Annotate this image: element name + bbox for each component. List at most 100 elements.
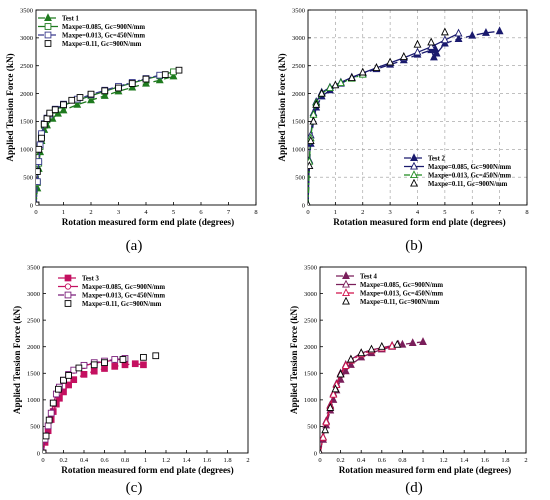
data-point xyxy=(336,78,345,87)
data-point xyxy=(111,363,119,370)
data-point xyxy=(320,448,323,453)
legend-label: Maxpe=0.11, Gc=900N/mm xyxy=(82,301,162,308)
y-tick-label: 0 xyxy=(302,202,305,209)
x-tick-label: 1.6 xyxy=(481,457,490,464)
legend-marker xyxy=(44,40,52,47)
legend-marker xyxy=(44,23,52,30)
data-point xyxy=(111,356,119,363)
x-tick-label: 0.2 xyxy=(59,457,67,464)
x-tick-label: 1 xyxy=(62,209,65,216)
x-tick-label: 0.6 xyxy=(378,457,387,464)
legend-label: Maxpe=0.013, Gc=450N/mm xyxy=(82,293,165,300)
y-tick-label: 2000 xyxy=(304,344,317,351)
x-tick-label: 0.8 xyxy=(398,457,406,464)
y-tick-label: 2500 xyxy=(27,317,40,324)
data-point xyxy=(47,409,55,417)
data-point xyxy=(367,344,376,353)
data-point xyxy=(427,41,436,50)
data-point xyxy=(408,338,417,347)
data-point xyxy=(115,84,122,92)
legend-label: Maxpe=0.11, Gc=900N/mm xyxy=(360,299,440,306)
series-line xyxy=(43,363,144,453)
x-axis-title: Rotation measured form end plate (degree… xyxy=(339,465,511,475)
y-tick-label: 2000 xyxy=(27,344,40,351)
legend-marker xyxy=(342,296,350,305)
data-layer xyxy=(308,26,504,205)
data-point xyxy=(43,432,50,440)
data-point xyxy=(346,354,355,363)
y-tick-label: 0 xyxy=(314,450,317,457)
legend-marker xyxy=(64,300,72,307)
x-tick-label: 3 xyxy=(389,209,392,216)
y-tick-label: 3500 xyxy=(304,264,317,271)
y-tick-label: 1000 xyxy=(292,147,305,154)
panel-label-d: (d) xyxy=(405,480,423,496)
data-point xyxy=(336,369,345,378)
data-point xyxy=(326,403,335,411)
data-point xyxy=(372,63,381,71)
data-point xyxy=(393,339,402,348)
legend-label: Maxpe=0.085, Gc=900N/mm xyxy=(360,282,443,289)
y-tick-label: 2500 xyxy=(304,317,317,324)
legend-marker xyxy=(410,153,418,162)
y-tick-label: 1500 xyxy=(20,119,33,126)
data-point xyxy=(325,83,334,92)
chart-panel-4: 0 0.2 0.4 0.6 0.8 1 1.2 1.4 1.6 1.8 2 0 500 1000 1500 2… xyxy=(289,264,528,475)
x-tick-label: 5 xyxy=(172,209,175,216)
data-point xyxy=(454,34,463,43)
x-tick-label: 7 xyxy=(498,209,502,216)
data-point xyxy=(36,201,40,205)
y-tick-label: 3500 xyxy=(20,7,33,14)
data-point xyxy=(55,385,62,393)
y-tick-label: 2500 xyxy=(292,63,305,70)
data-point xyxy=(377,341,386,350)
series-4 xyxy=(36,66,183,205)
data-point xyxy=(341,366,350,375)
data-point xyxy=(101,359,108,367)
y-tick-label: 500 xyxy=(23,174,33,181)
data-point xyxy=(46,109,54,117)
data-point xyxy=(51,106,59,114)
data-point xyxy=(156,71,164,79)
data-point xyxy=(429,52,438,61)
data-point xyxy=(419,337,427,345)
x-tick-label: 1.4 xyxy=(460,457,469,464)
series-3 xyxy=(308,69,367,205)
legend-marker xyxy=(342,279,350,288)
y-tick-label: 0 xyxy=(37,450,40,457)
data-point xyxy=(36,145,43,153)
x-tick-label: 0.6 xyxy=(100,457,109,464)
y-tick-label: 3000 xyxy=(20,35,33,42)
legend-label: Test 4 xyxy=(360,274,378,281)
series-line xyxy=(320,345,393,453)
legend-marker xyxy=(64,291,72,299)
data-point xyxy=(454,28,463,37)
x-tick-label: 2 xyxy=(361,209,364,216)
y-tick-label: 1500 xyxy=(292,119,305,126)
x-tick-label: 8 xyxy=(254,209,257,216)
data-point xyxy=(119,356,127,363)
data-layer xyxy=(43,352,160,453)
y-tick-label: 3500 xyxy=(292,7,305,14)
y-tick-label: 1500 xyxy=(304,371,317,378)
data-point xyxy=(43,115,51,122)
data-point xyxy=(87,90,95,98)
legend-label: Maxpe=0.013, Gc=450N/mm xyxy=(62,33,145,40)
x-tick-label: 8 xyxy=(525,209,528,216)
data-point xyxy=(101,87,109,95)
data-point xyxy=(170,68,177,76)
data-point xyxy=(175,66,183,74)
series-3 xyxy=(320,341,397,453)
x-tick-label: 1.6 xyxy=(203,457,212,464)
data-layer xyxy=(36,66,183,205)
data-point xyxy=(36,168,41,175)
y-tick-label: 1500 xyxy=(27,371,40,378)
data-point xyxy=(440,27,449,36)
data-point xyxy=(43,449,47,453)
data-point xyxy=(413,39,422,48)
x-tick-label: 1 xyxy=(144,457,147,464)
legend-label: Maxpe=0.11, Gc=900N/mm xyxy=(62,41,142,48)
